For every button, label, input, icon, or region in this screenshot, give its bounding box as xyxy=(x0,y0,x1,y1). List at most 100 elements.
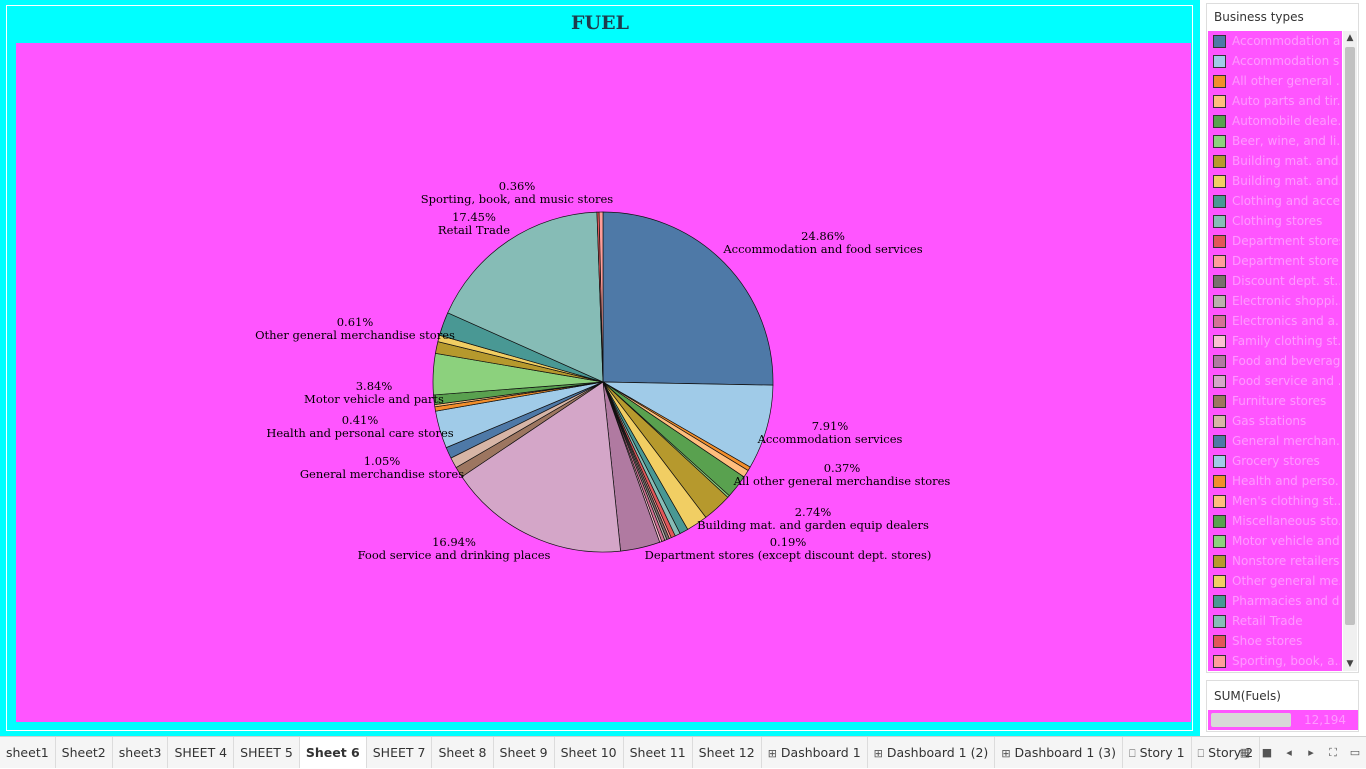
sheet-tab[interactable]: Sheet 12 xyxy=(693,737,762,768)
legend-title: Business types xyxy=(1214,10,1304,24)
sheet-tab[interactable]: ⊞ Dashboard 1 (2) xyxy=(868,737,996,768)
legend-item[interactable]: Miscellaneous sto... xyxy=(1208,511,1342,531)
worksheet-area: FUEL 24.86% Accommodation and food servic… xyxy=(0,0,1200,736)
legend-label: Clothing stores xyxy=(1232,214,1323,228)
legend-label: Food service and ... xyxy=(1232,374,1340,388)
legend-item[interactable]: Furniture stores xyxy=(1208,391,1342,411)
fullscreen-icon[interactable]: ⛶ xyxy=(1329,745,1337,759)
dashboard-icon: ⊞ xyxy=(873,747,883,760)
legend-item[interactable]: Department store... xyxy=(1208,251,1342,271)
sheet-tab[interactable]: ⎕ Story 2 xyxy=(1192,737,1261,768)
legend-label: General merchan... xyxy=(1232,434,1340,448)
legend-item[interactable]: General merchan... xyxy=(1208,431,1342,451)
sheet-tab[interactable]: SHEET 4 xyxy=(168,737,235,768)
legend-label: Health and perso... xyxy=(1232,474,1340,488)
legend-item[interactable]: Shoe stores xyxy=(1208,631,1342,651)
legend-item[interactable]: Electronics and a... xyxy=(1208,311,1342,331)
legend-item[interactable]: Clothing and acce... xyxy=(1208,191,1342,211)
legend-item[interactable]: Discount dept. st... xyxy=(1208,271,1342,291)
legend-swatch xyxy=(1213,554,1226,568)
legend-item[interactable]: All other general ... xyxy=(1208,71,1342,91)
legend-item[interactable]: Electronic shoppi... xyxy=(1208,291,1342,311)
legend-item[interactable]: Clothing stores xyxy=(1208,211,1342,231)
legend-label: Family clothing st... xyxy=(1232,334,1340,348)
legend-item[interactable]: Pharmacies and d... xyxy=(1208,591,1342,611)
legend-item[interactable]: Building mat. and... xyxy=(1208,151,1342,171)
sheet-tab[interactable]: Sheet 8 xyxy=(432,737,494,768)
sheet-tab-label: Dashboard 1 (2) xyxy=(886,745,989,760)
legend-item[interactable]: Accommodation s... xyxy=(1208,51,1342,71)
legend-label: Auto parts and tir... xyxy=(1232,94,1340,108)
legend-item[interactable]: Food service and ... xyxy=(1208,371,1342,391)
sheet-tab-label: SHEET 4 xyxy=(174,745,228,760)
legend-label: Discount dept. st... xyxy=(1232,274,1340,288)
legend-item[interactable]: Nonstore retailers xyxy=(1208,551,1342,571)
scroll-up-icon[interactable]: ▲ xyxy=(1346,33,1354,43)
legend-swatch xyxy=(1213,494,1226,508)
legend-item[interactable]: Health and perso... xyxy=(1208,471,1342,491)
sheet-tab[interactable]: ⊞ Dashboard 1 xyxy=(762,737,868,768)
legend-label: Electronics and a... xyxy=(1232,314,1340,328)
legend-item[interactable]: Beer, wine, and li... xyxy=(1208,131,1342,151)
sheet-sorter-icon[interactable]: ▦ xyxy=(1239,746,1251,759)
legend-scrollbar[interactable]: ▲ ▼ xyxy=(1343,31,1357,671)
prev-sheet-icon[interactable]: ◂ xyxy=(1286,746,1292,759)
next-sheet-icon[interactable]: ▸ xyxy=(1308,746,1314,759)
sheet-tab-label: Sheet 10 xyxy=(560,745,617,760)
legend-item[interactable]: Other general me... xyxy=(1208,571,1342,591)
slice-percent-label: 0.61% xyxy=(337,315,374,329)
legend-item[interactable]: Building mat. and... xyxy=(1208,171,1342,191)
sheet-tab-label: sheet1 xyxy=(6,745,49,760)
legend-swatch xyxy=(1213,534,1226,548)
sheet-tab[interactable]: Sheet2 xyxy=(56,737,113,768)
pie-slice[interactable] xyxy=(447,211,604,383)
legend-swatch xyxy=(1213,194,1226,208)
sheet-tab[interactable]: Sheet 6 xyxy=(299,737,367,768)
sheet-tab[interactable]: Sheet 10 xyxy=(555,737,624,768)
legend-item[interactable]: Sporting, book, a... xyxy=(1208,651,1342,671)
legend-swatch xyxy=(1213,34,1226,48)
sheet-tab[interactable]: SHEET 7 xyxy=(367,737,433,768)
legend-item[interactable]: Accommodation a... xyxy=(1208,31,1342,51)
legend-label: Building mat. and... xyxy=(1232,154,1340,168)
pie-slice[interactable] xyxy=(598,211,604,383)
filmstrip-icon[interactable]: ■ xyxy=(1261,746,1273,759)
sheet-tab[interactable]: sheet3 xyxy=(113,737,169,768)
legend-item[interactable]: Grocery stores xyxy=(1208,451,1342,471)
legend-label: Beer, wine, and li... xyxy=(1232,134,1340,148)
sheet-tab[interactable]: sheet1 xyxy=(0,737,56,768)
legend-label: Other general me... xyxy=(1232,574,1340,588)
legend-list[interactable]: Accommodation a... Accommodation s... All … xyxy=(1208,31,1342,671)
legend-swatch xyxy=(1213,334,1226,348)
scroll-down-icon[interactable]: ▼ xyxy=(1346,659,1354,669)
sheet-tab[interactable]: Sheet 11 xyxy=(624,737,693,768)
plot-area: 24.86% Accommodation and food services 7.9… xyxy=(16,43,1191,722)
sheet-tab[interactable]: ⎕ Story 1 xyxy=(1123,737,1192,768)
sheet-tab[interactable]: SHEET 5 xyxy=(234,737,300,768)
slice-percent-label: 16.94% xyxy=(432,535,476,549)
chart-title: FUEL xyxy=(571,12,629,34)
legend-item[interactable]: Department stores xyxy=(1208,231,1342,251)
legend-swatch xyxy=(1213,514,1226,528)
slice-name-label: Sporting, book, and music stores xyxy=(421,192,614,206)
pie-slice[interactable] xyxy=(602,211,774,386)
sheet-tab[interactable]: ⊞ Dashboard 1 (3) xyxy=(995,737,1123,768)
presentation-icon[interactable]: ▭ xyxy=(1349,746,1361,759)
legend-item[interactable]: Motor vehicle and... xyxy=(1208,531,1342,551)
legend-item[interactable]: Men's clothing st... xyxy=(1208,491,1342,511)
sheet-tab[interactable]: Sheet 9 xyxy=(494,737,555,768)
legend-label: Food and beverag... xyxy=(1232,354,1340,368)
legend-item[interactable]: Auto parts and tir... xyxy=(1208,91,1342,111)
legend-label: Miscellaneous sto... xyxy=(1232,514,1340,528)
legend-item[interactable]: Automobile deale... xyxy=(1208,111,1342,131)
slice-percent-label: 24.86% xyxy=(801,229,845,243)
pie-slice[interactable] xyxy=(461,381,621,553)
legend-item[interactable]: Retail Trade xyxy=(1208,611,1342,631)
legend-item[interactable]: Food and beverag... xyxy=(1208,351,1342,371)
legend-item[interactable]: Family clothing st... xyxy=(1208,331,1342,351)
legend-item[interactable]: Gas stations xyxy=(1208,411,1342,431)
scroll-thumb[interactable] xyxy=(1345,47,1355,625)
size-legend-title: SUM(Fuels) xyxy=(1214,689,1281,703)
slice-percent-label: 0.19% xyxy=(770,535,807,549)
legend-swatch xyxy=(1213,74,1226,88)
